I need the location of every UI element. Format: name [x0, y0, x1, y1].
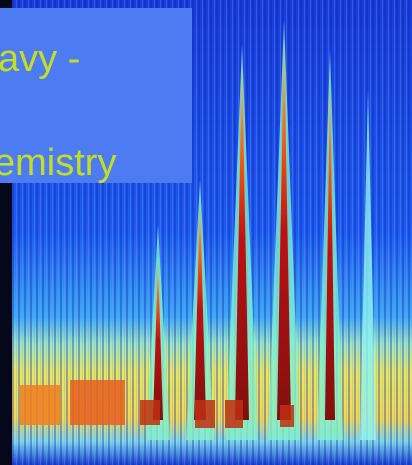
- title-box: avy - emistry: [0, 8, 192, 183]
- page: avy - emistry (() => { const data = JSON…: [0, 0, 412, 465]
- title-line: emistry: [0, 144, 116, 182]
- title-line: avy -: [0, 40, 80, 78]
